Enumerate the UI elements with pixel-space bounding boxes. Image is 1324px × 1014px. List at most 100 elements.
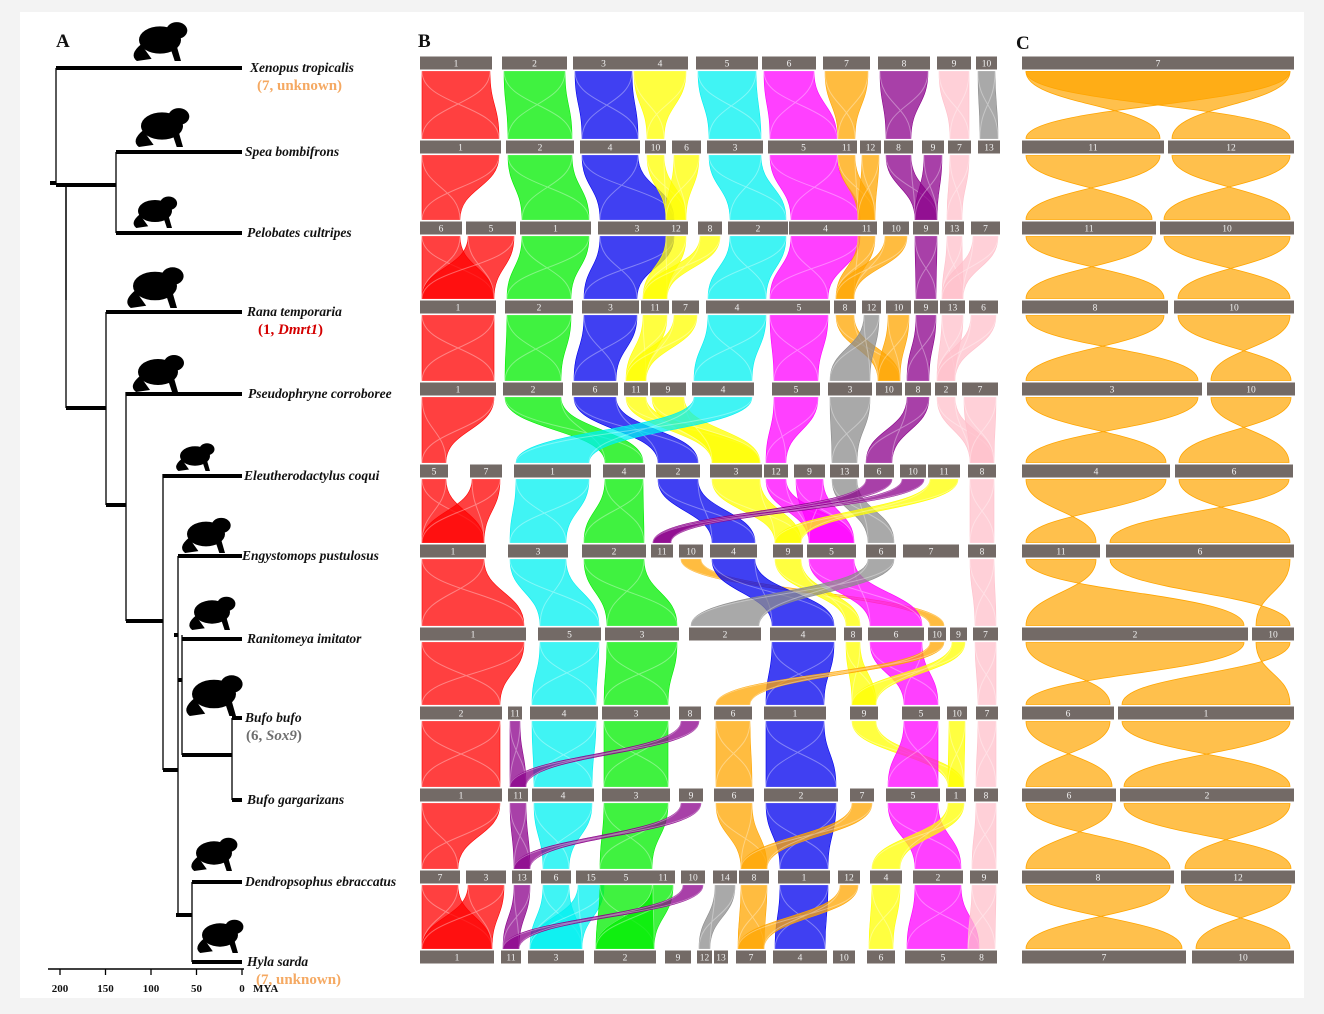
chromosome-bar: 7 [971,221,1000,235]
ribbon-strands [573,315,638,381]
chromosome-label: 10 [1268,631,1278,641]
species-name: Bufo gargarizans [246,792,344,807]
chromosome-label: 2 [799,792,804,802]
chromosome-bar: 9 [773,544,803,558]
chromosome-label: 10 [651,144,661,154]
synteny-ribbon [509,559,600,626]
chromosome-label: 6 [981,304,986,314]
chromosome-bar: 9 [913,221,939,235]
chromosome-label: 6 [439,225,444,235]
frog-silhouette-icon [132,355,184,392]
synteny-ribbon [715,642,945,705]
chromosome-bar: 8 [974,788,998,802]
synteny-links [421,71,999,949]
synteny-ribbon [421,885,505,949]
synteny-ribbon [421,71,500,139]
chromosome-label: 1 [553,225,558,235]
synteny-ribbon [421,721,501,787]
chromosome-bar: 12 [764,464,788,478]
chromosome-label: 1 [1204,710,1209,720]
chromosome-label: 9 [931,144,936,154]
chromosome-bar: 4 [710,544,757,558]
synteny-ribbon [765,721,837,787]
ribbon-strands [421,479,501,543]
chromosome-bar: 1 [420,300,496,314]
chromosome-label: 11 [513,792,522,802]
chromosome-label: 5 [797,304,802,314]
synteny-ribbon [421,803,501,869]
chromosome-label: 5 [794,386,799,396]
chromosome-bar: 2 [420,706,502,720]
synteny-ribbon [533,803,593,869]
ribbon-strands [879,71,929,139]
chromosome-label: 11 [658,874,667,884]
synteny-ribbon [625,315,698,381]
ribbon-strands [421,721,501,787]
chr7-chromosome-bar: 12 [1181,870,1295,884]
chromosome-bar: 5 [538,627,601,641]
chromosome-label: 11 [510,710,519,720]
chromosome-label: 4 [608,144,613,154]
chr7-chromosome-bar: 8 [1022,870,1174,884]
synteny-ribbon [967,885,997,949]
chromosome-label: 6 [894,631,899,641]
chromosome-bar: 2 [506,140,574,154]
synteny-ribbon [515,397,753,463]
chromosome-label: 6 [879,954,884,964]
chromosome-label: 3 [634,792,639,802]
chr7-chromosome-bar: 6 [1106,544,1294,558]
chromosome-bar: 5 [768,300,830,314]
chromosome-label: 10 [839,954,849,964]
chromosome-bar: 9 [679,788,703,802]
synteny-ribbon [946,155,970,220]
chr7-ribbon [1025,803,1171,869]
synteny-ribbon [947,721,966,787]
ribbon-strands [651,397,761,463]
chromosome-bar: 5 [807,544,856,558]
chromosome-bar: 6 [672,140,701,154]
chromosome-bar: 5 [466,221,516,235]
chromosome-bar: 6 [864,464,894,478]
chromosome-bar: 8 [968,464,996,478]
chromosome-bar: 10 [976,56,997,70]
chromosome-bar: 3 [602,788,670,802]
chromosome-bar: 11 [651,544,673,558]
chromosome-bar: 2 [503,382,563,396]
synteny-ribbon [642,236,721,299]
chromosome-bar: 8 [679,706,701,720]
chromosome-bar: 2 [935,382,957,396]
ribbon-strands [715,721,753,787]
chromosome-bar: 13 [512,870,532,884]
ribbon-strands [967,885,997,949]
ribbon-strands [625,315,698,381]
ribbon-strands [765,397,819,463]
chromosome-bar: 1 [764,706,826,720]
ribbon-strands [690,559,895,626]
ribbon-strands [583,479,645,543]
chr7-chromosome-bar: 11 [1022,221,1156,235]
chromosome-bar: 11 [928,464,960,478]
chromosome-label: 8 [979,954,984,964]
chromosome-label: 6 [732,792,737,802]
chromosome-bar: 2 [764,788,838,802]
chromosome-label: 3 [608,304,613,314]
chromosome-label: 4 [798,954,803,964]
chr7-ribbon [1177,315,1292,381]
synteny-ribbon [715,721,753,787]
chr7-ribbon [1025,315,1199,381]
sex-chromosome-note: (6, Sox9) [246,728,302,744]
chromosome-bar: 3 [598,221,676,235]
chromosome-bar: 12 [862,300,881,314]
chromosome-bar: 7 [470,464,502,478]
ribbon-strands [421,71,500,139]
species-name: Pelobates cultripes [247,225,352,240]
chromosome-label: 1 [458,144,463,154]
chr7-ribbon [1025,155,1161,220]
chromosome-bar: 11 [508,706,522,720]
chromosome-label: 6 [787,60,792,70]
chromosome-bar: 14 [713,870,737,884]
synteny-ribbon [697,71,762,139]
panel-label-c: C [1016,33,1030,54]
ribbon-strands [507,155,590,220]
species-name: Dendropsophus ebraccatus [244,874,396,889]
